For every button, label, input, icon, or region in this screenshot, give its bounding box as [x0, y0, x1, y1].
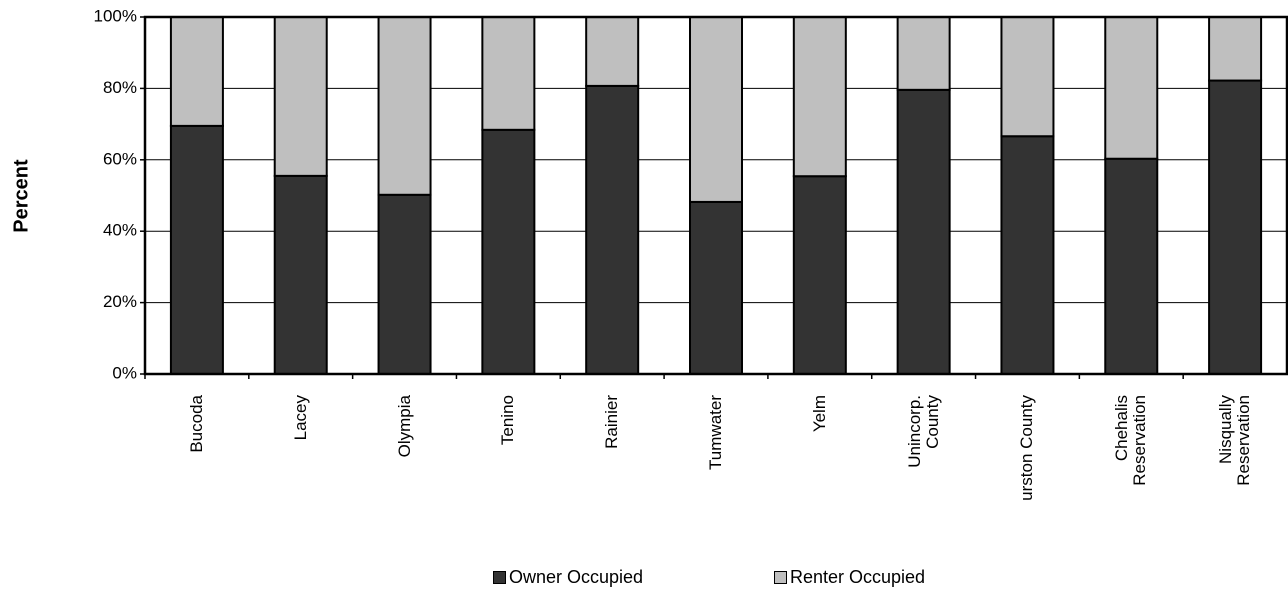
bar-segment — [585, 84, 640, 375]
bar-segment — [1000, 16, 1055, 138]
x-tick-label: Chehalis Reservation — [1112, 395, 1150, 486]
y-tick-label: 40% — [103, 221, 137, 240]
x-tick-label: Nisqually Reservation — [1216, 395, 1254, 486]
legend-item: Renter Occupied — [774, 567, 925, 588]
legend-swatch — [493, 571, 506, 584]
y-axis-label: Percent — [10, 159, 32, 233]
x-tick-label: urston County — [1017, 395, 1037, 501]
bar-segment — [1104, 16, 1159, 160]
bar-segment — [689, 200, 743, 375]
legend-swatch — [774, 571, 787, 584]
bar-segment — [585, 16, 640, 87]
x-tick-label: Unincorp. County — [904, 395, 942, 468]
bar-segment — [273, 16, 328, 177]
bar-segment — [792, 175, 847, 375]
x-tick-label: Tumwater — [706, 395, 725, 470]
bar-segment — [481, 16, 536, 131]
bar-segment — [169, 124, 224, 376]
bar-segment — [1208, 16, 1263, 82]
legend-label: Owner Occupied — [509, 567, 644, 587]
x-tick-label: Yelm — [809, 395, 829, 433]
bar-segment — [1104, 157, 1159, 375]
legend-item: Owner Occupied — [493, 567, 643, 588]
bar-segment — [792, 16, 847, 178]
x-tick-label: Bucoda — [186, 395, 206, 453]
bar-segment — [689, 16, 743, 203]
y-tick-label: 20% — [103, 292, 137, 311]
x-tick-label: Olympia — [394, 395, 414, 458]
y-tick-label: 0% — [112, 363, 137, 382]
legend-label: Renter Occupied — [790, 567, 926, 587]
y-tick-label: 100% — [94, 6, 137, 25]
bar-segment — [896, 16, 951, 91]
bar-segment — [1208, 79, 1263, 376]
x-tick-label: Rainier — [602, 395, 622, 449]
bar-segment — [169, 16, 224, 127]
y-tick-label: 80% — [103, 78, 137, 97]
plot-border — [143, 15, 1288, 376]
bar-segment — [273, 174, 328, 375]
y-tick-label: 60% — [103, 149, 137, 168]
x-tick-label: Tenino — [498, 395, 518, 446]
x-tick-label: Lacey — [290, 395, 310, 441]
bar-segment — [481, 128, 536, 375]
bar-segment — [1000, 135, 1055, 375]
bar-segment — [896, 88, 951, 375]
bar-segment — [377, 193, 432, 375]
bar-segment — [377, 16, 432, 196]
